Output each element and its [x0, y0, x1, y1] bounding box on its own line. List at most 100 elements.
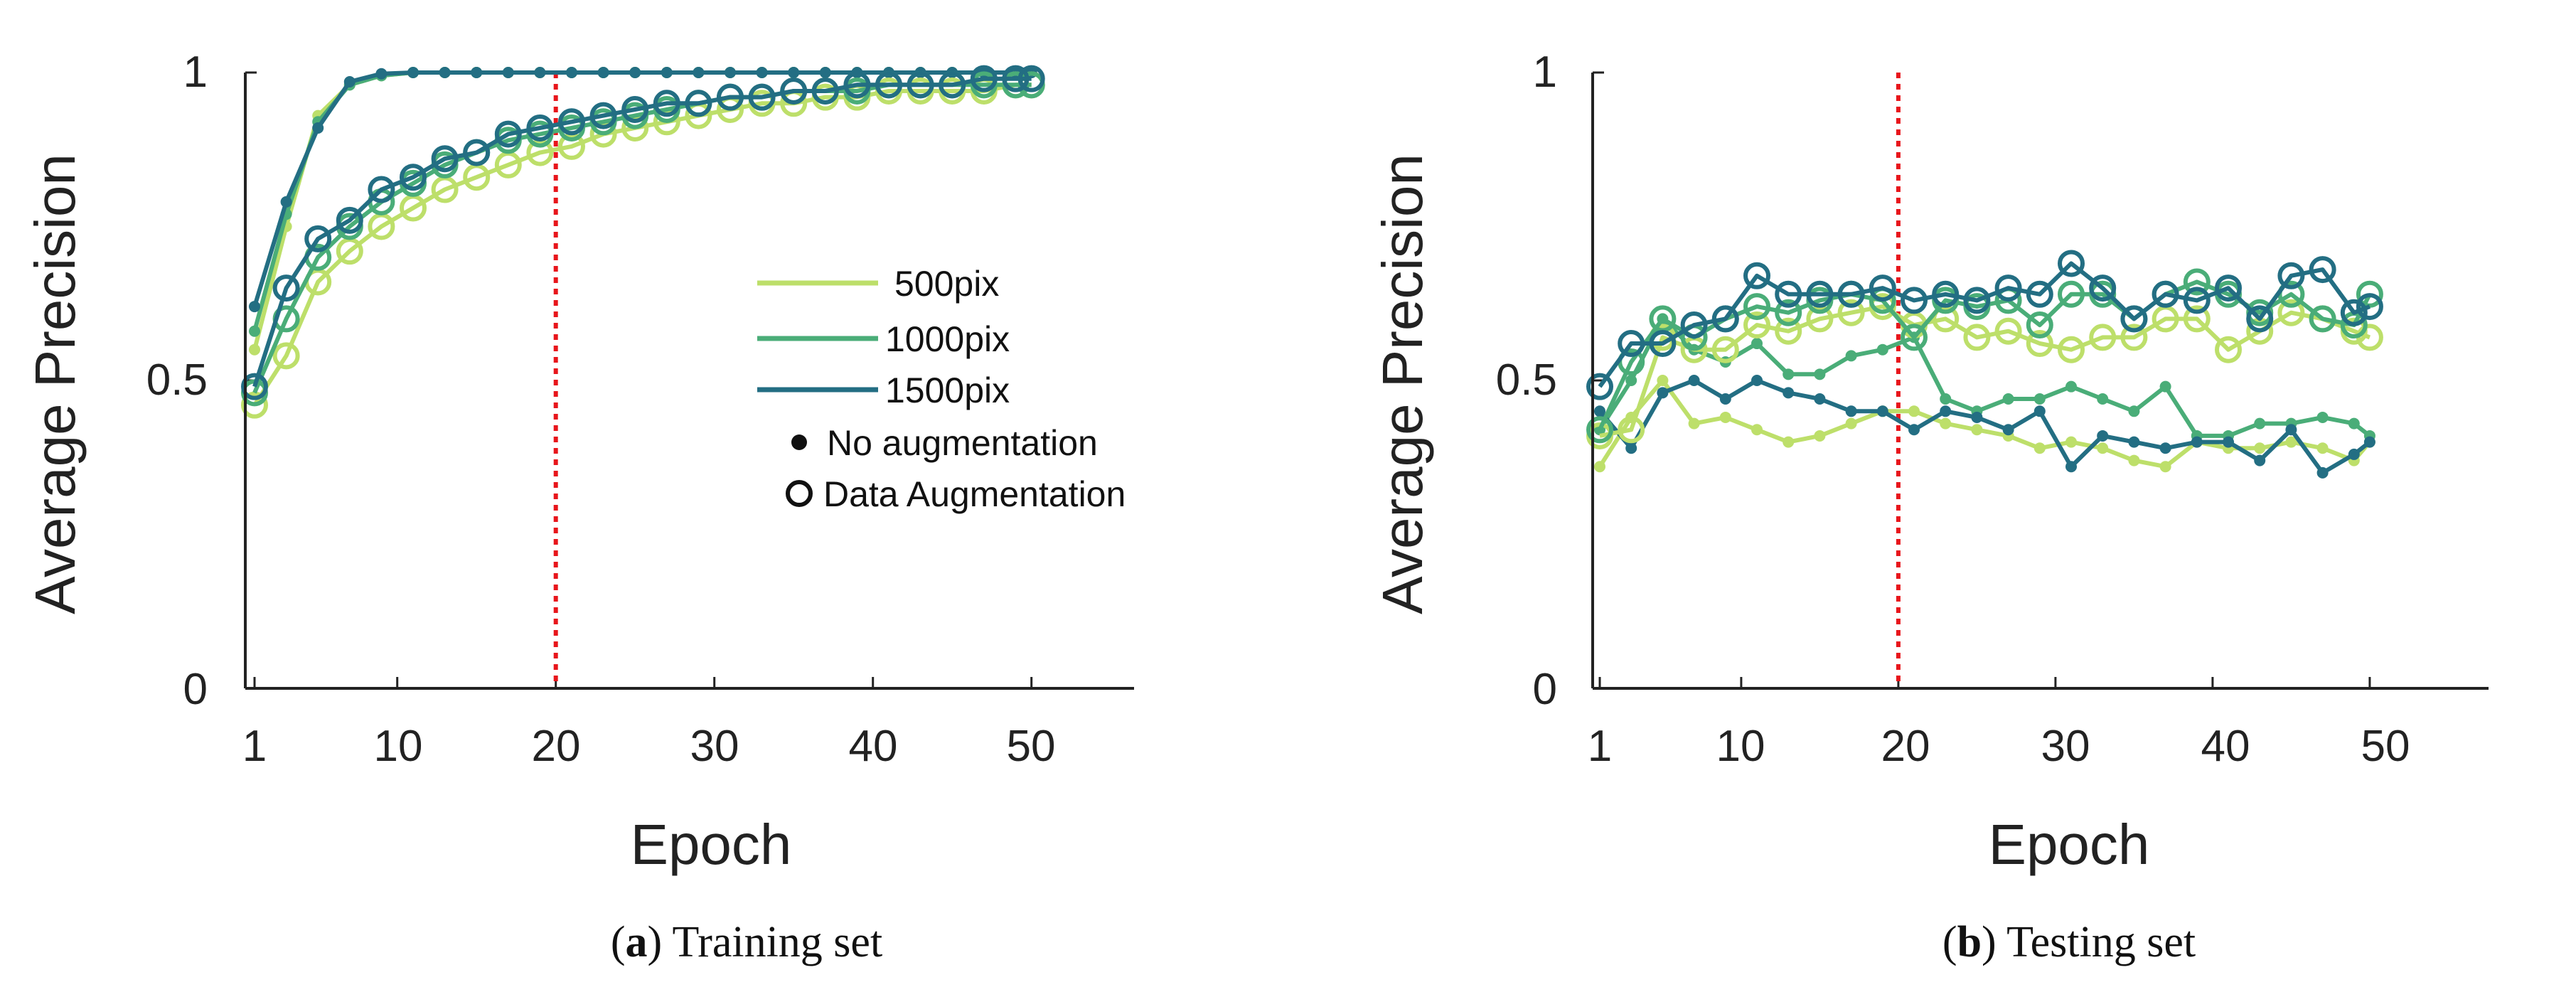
point-b-1500pix-aug-16 [2089, 274, 2117, 302]
point-b-1000pix-aug-14 [2026, 311, 2053, 339]
ytick-a-0: 0 [183, 665, 208, 714]
point-b-1500pix-noaug-5 [1751, 375, 1763, 386]
point-a-1500pix-noaug-9 [534, 67, 546, 78]
point-a-1500pix-noaug-15 [725, 67, 736, 78]
legend-a: 500pix 1000pix 1500pix No augmentation D… [757, 264, 1126, 514]
point-a-1500pix-noaug-1 [280, 196, 292, 208]
point-a-1500pix-noaug-12 [629, 67, 641, 78]
point-a-1500pix-aug-25 [1017, 65, 1045, 92]
point-b-500pix-aug-4 [1711, 336, 1739, 363]
point-a-1500pix-aug-4 [368, 176, 395, 203]
point-b-1500pix-noaug-15 [2065, 461, 2077, 473]
point-a-1500pix-aug-2 [304, 225, 332, 252]
point-b-1500pix-noaug-9 [1876, 405, 1888, 417]
point-a-1500pix-noaug-10 [566, 67, 577, 78]
xtick-b-0: 1 [1588, 722, 1612, 771]
point-b-1000pix-noaug-18 [2159, 380, 2171, 393]
point-a-1500pix-aug-5 [400, 164, 427, 191]
point-a-1500pix-aug-12 [621, 95, 649, 123]
xtick-b-4: 40 [2201, 722, 2250, 771]
point-b-500pix-aug-15 [2058, 336, 2085, 363]
point-b-1500pix-noaug-21 [2254, 454, 2266, 466]
point-b-500pix-aug-6 [1775, 317, 1802, 345]
point-b-500pix-noaug-4 [1719, 411, 1731, 423]
point-a-1500pix-noaug-8 [502, 67, 514, 78]
ytick-b-0: 0 [1533, 665, 1557, 714]
ytick-a-2: 1 [183, 48, 208, 97]
point-b-1500pix-aug-1 [1618, 330, 1645, 358]
point-b-1500pix-aug-7 [1806, 280, 1834, 308]
point-a-1500pix-aug-7 [463, 139, 491, 166]
point-a-500pix-aug-0 [241, 391, 268, 419]
point-a-1500pix-noaug-17 [788, 67, 800, 78]
point-b-500pix-noaug-8 [1845, 417, 1857, 430]
point-b-1500pix-aug-0 [1586, 373, 1613, 400]
xtick-a-2: 20 [532, 722, 581, 771]
point-b-1500pix-noaug-23 [2316, 466, 2329, 479]
point-b-500pix-aug-5 [1743, 311, 1770, 339]
y-axis-title-b: Average Precision [1371, 154, 1434, 614]
point-a-1000pix-noaug-0 [249, 325, 260, 337]
point-b-1000pix-noaug-16 [2097, 393, 2109, 405]
point-b-500pix-noaug-22 [2285, 436, 2297, 448]
series-line-b-1500pix-none [1598, 378, 2371, 475]
point-b-500pix-noaug-2 [1657, 375, 1669, 386]
point-b-1500pix-noaug-17 [2128, 436, 2140, 448]
point-b-1000pix-aug-0 [1586, 416, 1613, 444]
point-b-1500pix-noaug-25 [2363, 436, 2375, 448]
point-b-1500pix-aug-15 [2058, 250, 2085, 277]
point-a-1500pix-noaug-4 [375, 68, 388, 80]
ytick-b-1: 0.5 [1496, 356, 1557, 405]
point-a-1500pix-aug-23 [970, 65, 998, 92]
point-a-1500pix-aug-19 [843, 71, 871, 99]
point-b-1500pix-aug-9 [1869, 274, 1896, 302]
panel-a: 1 10 20 30 40 50 0 0.5 1 Epoch Average P… [23, 48, 1134, 966]
xtick-a-0: 1 [242, 722, 267, 771]
point-a-1500pix-aug-17 [780, 77, 808, 105]
point-b-1500pix-noaug-13 [2002, 424, 2014, 436]
point-b-500pix-noaug-6 [1783, 436, 1795, 448]
point-b-1500pix-aug-11 [1932, 280, 1960, 308]
point-a-1500pix-noaug-11 [597, 67, 609, 78]
point-b-1500pix-aug-17 [2120, 305, 2148, 333]
point-b-500pix-noaug-23 [2316, 442, 2329, 454]
point-a-500pix-noaug-0 [249, 343, 260, 356]
point-b-1500pix-noaug-6 [1783, 387, 1795, 399]
point-b-1000pix-noaug-7 [1814, 368, 1826, 380]
point-b-500pix-noaug-10 [1908, 405, 1920, 417]
panel-b: 1 10 20 30 40 50 0 0.5 1 Epoch Average P… [1371, 48, 2489, 966]
point-b-1500pix-aug-2 [1649, 330, 1677, 358]
legend-label-1000pix: 1000pix [885, 319, 1010, 359]
point-b-1500pix-aug-19 [2183, 287, 2211, 314]
plot-b-marks [1586, 71, 2383, 690]
point-a-1500pix-aug-3 [336, 206, 363, 234]
caption-b-letter: b [1957, 918, 1982, 966]
point-b-1000pix-aug-10 [1901, 324, 1928, 351]
point-b-1500pix-noaug-22 [2285, 424, 2297, 436]
point-b-1500pix-aug-14 [2026, 280, 2053, 308]
point-b-1500pix-noaug-16 [2097, 430, 2109, 442]
point-b-500pix-noaug-12 [1971, 424, 1983, 436]
point-b-1500pix-noaug-18 [2159, 442, 2171, 454]
point-b-1500pix-noaug-0 [1594, 405, 1605, 417]
point-b-500pix-noaug-17 [2128, 454, 2140, 466]
point-a-1500pix-aug-22 [939, 71, 966, 99]
point-b-1000pix-noaug-21 [2254, 417, 2266, 430]
point-b-500pix-noaug-18 [2159, 461, 2171, 473]
caption-b: (b) Testing set [1942, 918, 2196, 966]
point-b-1000pix-noaug-17 [2128, 405, 2140, 417]
point-b-1500pix-noaug-2 [1657, 387, 1669, 399]
point-b-1500pix-aug-24 [2340, 299, 2368, 326]
point-b-1500pix-noaug-8 [1845, 405, 1857, 417]
xtick-b-2: 20 [1881, 722, 1930, 771]
point-a-1500pix-aug-11 [589, 102, 617, 129]
legend-marker-filled [791, 434, 807, 450]
series-line-a-500pix-data [252, 82, 1032, 407]
point-b-1000pix-noaug-8 [1845, 350, 1857, 362]
point-b-1500pix-noaug-19 [2191, 436, 2203, 448]
point-b-1500pix-noaug-24 [2348, 448, 2360, 460]
series-line-b-500pix-data [1599, 304, 2371, 438]
point-b-1000pix-noaug-6 [1783, 368, 1795, 380]
point-a-1500pix-aug-18 [811, 77, 839, 105]
